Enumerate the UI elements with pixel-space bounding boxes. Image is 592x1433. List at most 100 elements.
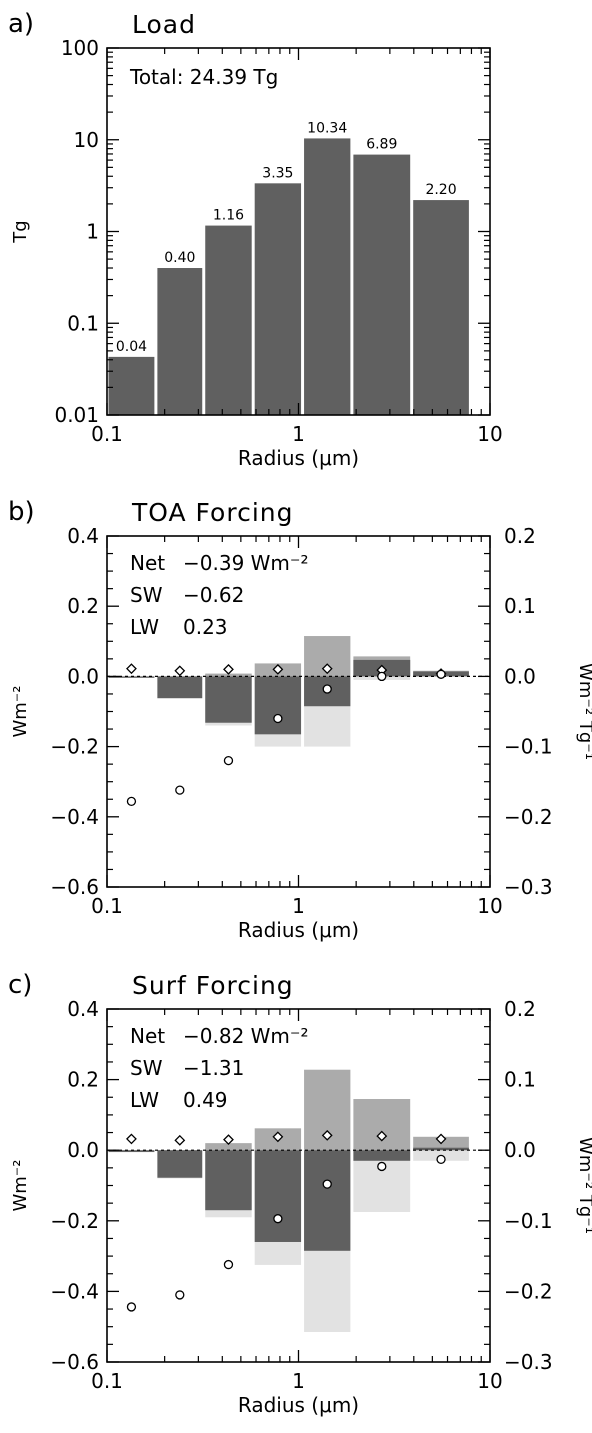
diamond-marker: [174, 665, 186, 677]
panel-a-load: a) Load 0.04 0.40 1.16 3.35 10.34 6.89 2.20 0.1 1 1…: [8, 9, 503, 470]
y2-tick-label: −0.1: [504, 1209, 553, 1233]
diamond-marker: [223, 1134, 234, 1146]
x-tick-label: 10: [477, 894, 502, 918]
x-tick-label: 0.1: [91, 894, 123, 918]
x-axis-label: Radius (μm): [238, 918, 359, 942]
diamond-marker: [174, 1134, 186, 1146]
chart-title: Surf Forcing: [132, 971, 294, 1000]
diamond-marker: [435, 1133, 447, 1145]
net-bar: [254, 1150, 302, 1242]
circle-marker: [436, 669, 446, 679]
diamond-marker: [376, 1130, 388, 1142]
diamond-marker: [223, 663, 234, 675]
y-axis-label: Tg: [10, 220, 31, 243]
lw-bar: [353, 1099, 411, 1151]
x-tick-label: 10: [477, 1369, 502, 1393]
net-bar: [205, 1150, 252, 1211]
circle-marker: [273, 1214, 283, 1224]
bars-group: [108, 1069, 469, 1332]
circle-marker: [126, 1302, 137, 1312]
diamond-marker: [321, 663, 333, 675]
bar: [304, 138, 351, 416]
markers-group: [126, 1129, 447, 1312]
y2-tick-label: 0.1: [504, 1068, 536, 1092]
annotation-value: −0.82 Wm⁻²: [183, 1024, 308, 1048]
y-tick-label: 0.2: [67, 594, 99, 618]
bar-data-label: 3.35: [262, 165, 293, 181]
bar: [254, 183, 302, 415]
diamond-marker: [272, 1131, 284, 1143]
x-tick-label: 0.1: [91, 1369, 123, 1393]
circle-marker: [223, 1259, 234, 1270]
lw-bar: [205, 1143, 252, 1151]
y2-tick-label: −0.2: [504, 1279, 553, 1303]
net-bar: [157, 676, 203, 699]
circle-marker: [322, 684, 332, 694]
y2-tick-label: 0.1: [504, 594, 536, 618]
circle-marker: [223, 755, 234, 766]
x-tick-label: 0.1: [91, 422, 123, 446]
annotation-block: Net −0.39 Wm⁻² SW −0.62 LW 0.23: [130, 551, 308, 639]
annotation-name: Net: [130, 1024, 165, 1048]
circle-marker: [436, 1154, 446, 1165]
annotation-name: SW: [130, 1056, 163, 1080]
circle-marker: [322, 1179, 332, 1189]
panel-b-toa-forcing: b) TOA Forcing 0.1 1 10 Radius (μm) −0.6 −0.3 −0…: [8, 497, 592, 942]
x-axis-label: Radius (μm): [238, 446, 359, 470]
net-bar: [413, 1147, 469, 1151]
circle-marker: [175, 1290, 185, 1300]
bar-data-label: 2.20: [425, 182, 456, 198]
y-tick-label: −0.4: [50, 805, 99, 829]
circle-marker: [175, 785, 185, 795]
annotation-value: 0.49: [183, 1088, 228, 1112]
bar-data-label: 0.04: [116, 339, 147, 355]
annotation-name: Net: [130, 551, 165, 575]
x-tick-label: 1: [292, 894, 305, 918]
y2-tick-label: 0.2: [504, 997, 536, 1021]
y-tick-label: −0.6: [50, 875, 99, 899]
diamond-marker: [126, 663, 137, 675]
y-tick-label: 0.4: [67, 524, 99, 548]
net-bar: [108, 1150, 155, 1152]
annotation-name: LW: [130, 615, 159, 639]
circle-marker: [377, 671, 387, 682]
circle-marker: [377, 1161, 387, 1172]
diamond-marker: [321, 1129, 333, 1141]
y2-tick-label: 0.2: [504, 524, 536, 548]
y2-tick-label: −0.3: [504, 875, 553, 899]
x-ticks-group: 0.1 1 10: [91, 1009, 503, 1393]
y2-axis-label: Wm⁻² Tg⁻¹: [575, 1137, 592, 1234]
panel-label: b): [8, 497, 35, 527]
markers-group: [126, 663, 447, 807]
y-tick-label: 0.1: [67, 311, 99, 335]
chart-title: Load: [132, 10, 196, 39]
y-tick-label: 0.01: [54, 403, 99, 427]
lw-bar: [205, 673, 252, 677]
y-axis-label: Wm⁻²: [10, 1159, 31, 1211]
y2-tick-label: −0.2: [504, 805, 553, 829]
bars-group: 0.04 0.40 1.16 3.35 10.34 6.89 2.20: [108, 120, 469, 416]
chart-title: TOA Forcing: [131, 498, 293, 527]
annotation-value: −0.39 Wm⁻²: [183, 551, 308, 575]
net-bar: [304, 1150, 351, 1251]
diamond-marker: [126, 1133, 137, 1145]
net-bar: [157, 1150, 203, 1178]
y-axis-label: Wm⁻²: [10, 685, 31, 737]
net-bar: [353, 1150, 411, 1161]
annotation-value: 0.23: [183, 615, 228, 639]
x-tick-label: 1: [292, 422, 305, 446]
y-ticks-group: −0.6 −0.3 −0.4 −0.2 −0.2 −0.1 0.0 0.0 0.2 0.1 0.4 0…: [50, 524, 552, 899]
bars-group: [108, 636, 469, 747]
annotation-name: LW: [130, 1088, 159, 1112]
y2-tick-label: −0.3: [504, 1350, 553, 1374]
y2-axis-label: Wm⁻² Tg⁻¹: [575, 663, 592, 760]
y-ticks-group: −0.6 −0.3 −0.4 −0.2 −0.2 −0.1 0.0 0.0 0.2 0.1 0.4 0…: [50, 997, 552, 1374]
y-tick-label: 10: [74, 128, 99, 152]
bar-data-label: 0.40: [164, 250, 195, 266]
x-ticks-group: 0.1 1 10: [91, 536, 503, 918]
annotation-block: Net −0.82 Wm⁻² SW −1.31 LW 0.49: [130, 1024, 308, 1112]
x-ticks-group: 0.1 1 10: [91, 48, 503, 446]
panel-label: c): [8, 970, 32, 1000]
y-tick-label: 0.2: [67, 1068, 99, 1092]
